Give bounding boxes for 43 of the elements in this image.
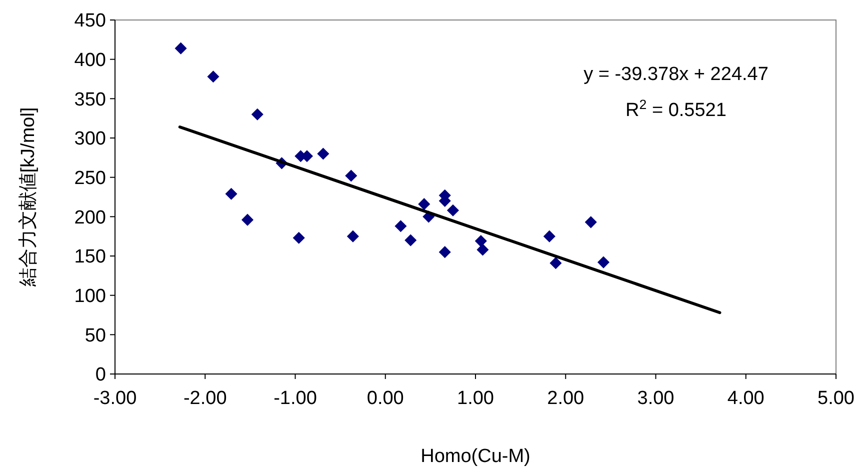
y-tick-label: 250 — [74, 168, 106, 189]
y-tick-label: 50 — [84, 325, 106, 346]
point — [225, 188, 238, 200]
x-tick-label: 4.00 — [727, 388, 764, 409]
point — [543, 230, 556, 242]
point — [476, 244, 489, 256]
point — [394, 220, 407, 232]
x-tick-label: 5.00 — [818, 388, 854, 409]
x-tick-label: 1.00 — [457, 388, 494, 409]
x-axis-title: Homo(Cu-M) — [420, 446, 530, 467]
point — [251, 108, 264, 120]
x-tick-label: 0.00 — [366, 388, 404, 409]
x-tick-label: -1.00 — [274, 388, 317, 409]
y-tick-label: 0 — [95, 364, 106, 386]
point — [446, 204, 459, 216]
point — [597, 256, 610, 268]
point — [317, 148, 330, 160]
point — [550, 257, 562, 270]
point — [438, 246, 451, 258]
point — [584, 216, 597, 228]
annotation: y = -39.378x + 224.47 — [584, 64, 768, 85]
point — [418, 198, 430, 210]
y-tick-label: 400 — [74, 50, 106, 71]
point — [346, 230, 359, 242]
point — [174, 42, 187, 54]
y-tick-label: 200 — [74, 207, 106, 228]
y-tick-label: 150 — [74, 246, 106, 268]
point — [404, 234, 417, 246]
point — [207, 70, 220, 83]
x-tick-label: 3.00 — [637, 388, 674, 409]
y-axis-title: 結合力文献値[kJ/mol] — [18, 107, 39, 288]
annotation: R$^{2}$ = 0.5521 — [626, 96, 726, 121]
point — [292, 232, 305, 244]
x-tick-label: -2.00 — [183, 388, 227, 409]
y-tick-label: 300 — [74, 128, 106, 150]
point — [474, 235, 487, 248]
y-tick-label: 350 — [74, 89, 106, 110]
x-tick-label: 2.00 — [547, 388, 584, 409]
point — [345, 170, 358, 182]
y-tick-label: 450 — [74, 10, 106, 32]
point — [241, 214, 254, 226]
x-tick-label: -3.00 — [93, 388, 137, 409]
y-tick-label: 100 — [74, 286, 106, 307]
